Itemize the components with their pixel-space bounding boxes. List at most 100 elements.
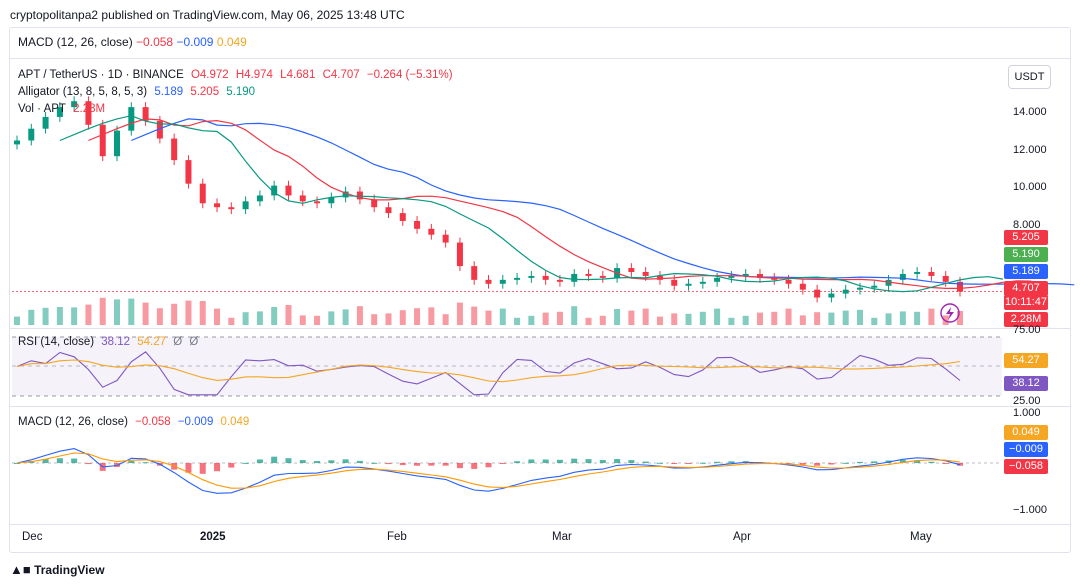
macd-histogram-bar bbox=[442, 463, 449, 466]
macd-histogram-bar bbox=[371, 462, 378, 464]
macd-histogram-bar bbox=[399, 463, 406, 466]
volume-bar bbox=[742, 315, 749, 325]
macd-histogram-bar bbox=[828, 463, 835, 465]
macd-histogram-bar bbox=[871, 461, 878, 463]
candle-body bbox=[556, 279, 563, 282]
candle-body bbox=[756, 273, 763, 278]
candle-body bbox=[285, 185, 292, 196]
volume-bar bbox=[242, 312, 249, 325]
top-separator bbox=[9, 58, 1071, 59]
candle-body bbox=[171, 138, 178, 161]
macd-histogram-bar bbox=[914, 460, 921, 463]
change-value: −0.264 (−5.31%) bbox=[366, 69, 453, 81]
macd-histogram-bar bbox=[814, 463, 821, 466]
candle-body bbox=[485, 279, 492, 284]
open-value: O4.972 bbox=[190, 69, 229, 81]
candle-body bbox=[514, 277, 521, 280]
macd-histogram-bar bbox=[128, 461, 135, 463]
top-legend-v3: 0.049 bbox=[216, 35, 247, 49]
candle-body bbox=[828, 293, 835, 298]
volume-bar bbox=[656, 316, 663, 325]
macd-histogram-bar bbox=[85, 463, 92, 465]
volume-bar bbox=[771, 311, 778, 325]
volume-bar bbox=[71, 307, 78, 325]
volume-bar bbox=[856, 309, 863, 325]
volume-bar bbox=[485, 310, 492, 325]
volume-bar bbox=[271, 307, 278, 325]
top-legend-name: MACD (12, 26, close) bbox=[18, 35, 133, 49]
candle-body bbox=[656, 275, 663, 280]
candle-body bbox=[156, 120, 163, 139]
symbol-label[interactable]: APT / TetherUS · 1D · BINANCE bbox=[18, 69, 184, 81]
volume-bar bbox=[399, 310, 406, 325]
volume-bar bbox=[828, 312, 835, 325]
candle-body bbox=[856, 287, 863, 290]
tradingview-logo[interactable]: ▲■ TradingView bbox=[10, 562, 105, 577]
rsi-y-25: 25.00 bbox=[1013, 395, 1041, 407]
alligator-lips-value: 5.190 bbox=[226, 86, 256, 98]
close-value: C4.707 bbox=[322, 69, 360, 81]
chart-frame bbox=[9, 27, 1071, 553]
y-tick-8: 8.000 bbox=[1013, 219, 1041, 231]
volume-label[interactable]: Vol · APT bbox=[18, 103, 66, 115]
macd-separator bbox=[9, 406, 1071, 407]
candle-body bbox=[942, 275, 949, 282]
rsi-ma-value: 54.27 bbox=[137, 336, 167, 348]
volume-bar bbox=[285, 305, 292, 325]
candle-body bbox=[256, 195, 263, 202]
volume-bar bbox=[299, 315, 306, 325]
rsi-value: 38.12 bbox=[101, 336, 131, 348]
rsi-y-75: 75.00 bbox=[1013, 324, 1041, 336]
candle-body bbox=[42, 116, 49, 129]
volume-bar bbox=[714, 308, 721, 325]
macd-histogram-bar bbox=[471, 463, 478, 469]
alligator-jaw-line bbox=[131, 118, 1075, 286]
lightning-icon bbox=[940, 303, 960, 323]
candle-body bbox=[699, 281, 706, 284]
volume-bar bbox=[185, 300, 192, 325]
rsi-ma-tag: 54.27 bbox=[1004, 353, 1048, 368]
macd-line bbox=[16, 448, 961, 494]
macd-label[interactable]: MACD (12, 26, close) bbox=[18, 416, 128, 428]
volume-bar bbox=[914, 311, 921, 325]
currency-button[interactable]: USDT bbox=[1008, 65, 1051, 89]
y-tick-10: 10.000 bbox=[1013, 181, 1047, 193]
candle-body bbox=[271, 185, 278, 196]
macd-histogram-bar bbox=[585, 459, 592, 463]
alligator-lips-line bbox=[59, 115, 1003, 293]
rsi-label[interactable]: RSI (14, close) bbox=[18, 336, 95, 348]
macd-histogram-bar bbox=[685, 463, 692, 464]
volume-bar bbox=[85, 304, 92, 325]
rsi-line bbox=[16, 351, 961, 396]
macd-histogram-bar bbox=[385, 463, 392, 465]
candle-body bbox=[399, 213, 406, 221]
volume-bar bbox=[28, 309, 35, 325]
volume-value: 2.28M bbox=[73, 103, 106, 115]
rsi-tag: 38.12 bbox=[1004, 376, 1048, 391]
candle-body bbox=[99, 124, 106, 157]
candle-body bbox=[585, 273, 592, 276]
macd-histogram-bar bbox=[228, 463, 235, 468]
volume-bar bbox=[514, 317, 521, 325]
macd-histogram-bar bbox=[671, 463, 678, 465]
volume-bar bbox=[799, 315, 806, 325]
macd-v2: −0.009 bbox=[177, 416, 214, 428]
volume-bar bbox=[342, 309, 349, 325]
main-legend: APT / TetherUS · 1D · BINANCE O4.972 H4.… bbox=[18, 69, 457, 81]
x-label-2025: 2025 bbox=[200, 531, 226, 543]
rsi-separator bbox=[9, 328, 1071, 329]
macd-histogram-bar bbox=[14, 463, 20, 464]
macd-histogram-bar bbox=[428, 463, 435, 466]
volume-bar bbox=[556, 311, 563, 325]
volume-bar bbox=[156, 308, 163, 325]
candle-body bbox=[542, 275, 549, 280]
alligator-label[interactable]: Alligator (13, 8, 5, 8, 5, 3) bbox=[18, 86, 148, 98]
macd-v1: −0.058 bbox=[135, 416, 171, 428]
volume-bar bbox=[614, 309, 621, 325]
volume-bar bbox=[528, 315, 535, 325]
candle-body bbox=[142, 107, 149, 121]
candle-body bbox=[899, 273, 906, 280]
macd-signal-line bbox=[16, 452, 961, 489]
volume-bar bbox=[142, 302, 149, 325]
candle-body bbox=[14, 140, 20, 145]
